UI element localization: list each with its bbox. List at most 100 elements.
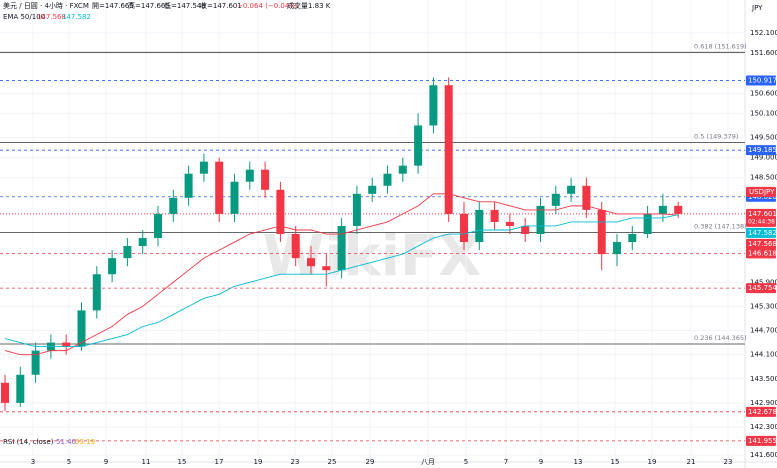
currency: JPY (751, 4, 763, 12)
y-tick-label: 142.900 (750, 399, 777, 407)
ema100-value: 147.582 (62, 13, 91, 21)
candle-body (169, 197, 178, 214)
ohlc-close: 收=147.601 (200, 1, 242, 10)
x-tick-label: 9 (539, 458, 543, 466)
header: 美元 / 日圓 · 4小時 · FXCM 開=147.665 高=147.665… (3, 1, 763, 446)
y-tick-label: 145.900 (750, 278, 777, 286)
price-badge-label: 145.754 (748, 284, 777, 292)
price-badge (746, 283, 776, 294)
y-tick-label: 150.100 (750, 109, 777, 117)
x-tick-label: 9 (104, 458, 108, 466)
price-badge (746, 238, 776, 249)
fib-label: 0.382 (147.138) (694, 222, 747, 230)
y-tick-label: 144.100 (750, 351, 777, 359)
candle-body (429, 85, 438, 126)
symbol: 美元 / 日圓 · 4小時 · FXCM (3, 1, 89, 10)
x-tick-label: 19 (648, 458, 657, 466)
x-tick-label: 3 (31, 458, 35, 466)
ema-line (4, 214, 679, 348)
candle-body (582, 185, 591, 210)
candle-body (536, 205, 545, 235)
price-badge (746, 227, 776, 238)
ohlc-open: 開=147.665 (92, 2, 134, 10)
countdown: 02:44:38 (748, 218, 775, 225)
price-badge-label: 149.185 (748, 146, 777, 154)
ema100-badge: 147.582 (748, 229, 777, 237)
candle-body (199, 161, 208, 174)
x-tick-label: 八月 (421, 458, 435, 466)
x-tick-label: 21 (687, 458, 696, 466)
ema50-value: 147.568 (37, 13, 66, 21)
price-badge (746, 186, 776, 197)
x-tick-label: 23 (724, 458, 733, 466)
ema-label: EMA 50/100 (3, 13, 45, 21)
candle-body (215, 161, 224, 214)
y-tick-label: 152.100 (750, 29, 777, 37)
candle-body (1, 382, 9, 403)
y-tick-label: 141.600 (750, 451, 777, 459)
candle-body (337, 225, 346, 271)
candle-body (276, 189, 285, 235)
ohlc-high: 高=147.665 (128, 1, 170, 10)
x-tick-label: 13 (574, 458, 583, 466)
x-tick-label: 23 (291, 458, 300, 466)
price-badge (746, 406, 776, 417)
candle-body (322, 266, 331, 271)
volume: 成交量1.83 K (287, 1, 331, 10)
candle-body (62, 342, 71, 347)
candle-body (567, 185, 576, 194)
candle-body (658, 205, 667, 214)
ema-line (4, 193, 679, 356)
price-badge-label: 146.618 (748, 249, 777, 257)
x-tick-label: 5 (464, 458, 468, 466)
price-badge-label: 147.601 (748, 210, 777, 218)
ticker-badge: USDJPY (749, 188, 775, 196)
y-tick-label: 142.300 (750, 423, 777, 431)
y-tick-label: 149.000 (750, 154, 777, 162)
x-tick-label: 7 (504, 458, 508, 466)
candle-body (92, 274, 101, 311)
x-tick-label: 11 (142, 458, 151, 466)
candle-body (460, 213, 468, 243)
candle-body (16, 374, 25, 403)
candle-body (307, 258, 315, 267)
x-tick-label: 17 (215, 458, 224, 466)
price-badge-label: 150.917 (748, 77, 777, 85)
candle-body (245, 169, 254, 182)
candle-body (521, 225, 530, 235)
candle-body (628, 234, 637, 243)
candle-body (643, 213, 652, 235)
candle-body (368, 185, 377, 194)
candle-body (108, 258, 117, 275)
candle-body (230, 181, 239, 214)
candle-body (184, 173, 193, 198)
rsi-value: 53.19 (75, 438, 95, 446)
candle-body (551, 193, 560, 206)
candle-body (490, 209, 499, 222)
y-tick-label: 148.500 (750, 174, 777, 182)
x-tick-label: 19 (254, 458, 263, 466)
price-badge (746, 145, 776, 156)
fib-label: 0.236 (144.365) (694, 334, 747, 342)
x-tick-label: 5 (67, 458, 71, 466)
candle-body (398, 165, 407, 174)
candle-body (154, 213, 162, 239)
candle-body (414, 125, 423, 166)
price-badge (746, 208, 776, 227)
rsi-value: 51.40 (56, 438, 76, 446)
x-tick-label: 15 (178, 458, 187, 466)
price-badge (746, 248, 776, 259)
candle-body (444, 85, 453, 214)
price-badge-label: 142.678 (748, 408, 777, 416)
fib-label: 0.618 (151.619) (694, 42, 747, 50)
rsi-label: RSI (14, close) (3, 438, 54, 446)
x-tick-label: 29 (366, 458, 375, 466)
y-tick-label: 143.500 (750, 375, 777, 383)
x-tick-label: 15 (611, 458, 620, 466)
candle-body (475, 209, 484, 243)
grid (0, 0, 745, 462)
change: −0.064 (−0.04%) (237, 2, 299, 10)
candle-body (674, 205, 683, 214)
